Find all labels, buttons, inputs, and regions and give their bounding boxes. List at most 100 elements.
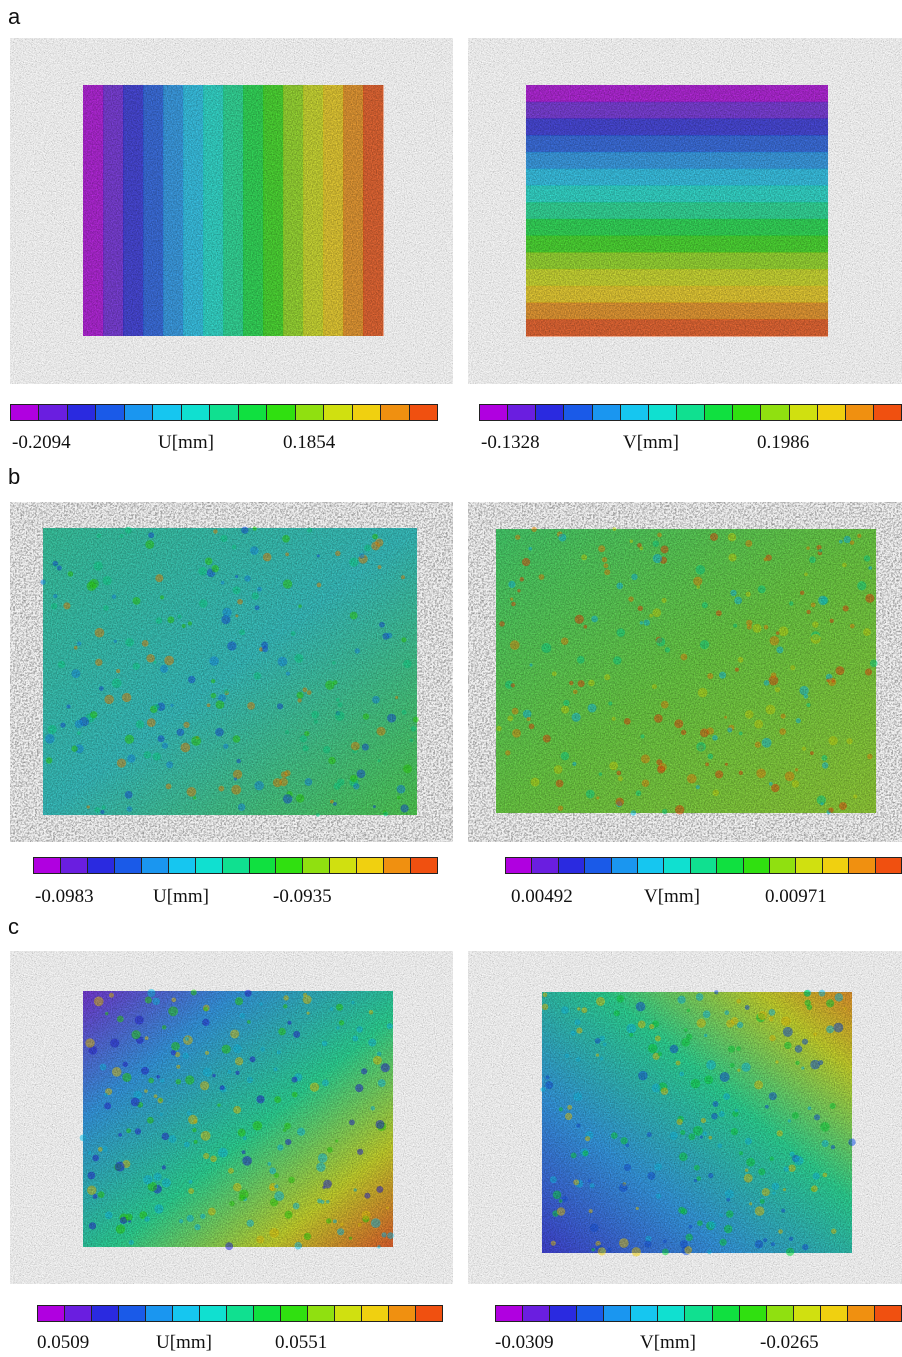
colorbar-cell	[39, 405, 67, 420]
colorbar-cell	[691, 858, 717, 873]
colorbar-cell	[357, 858, 384, 873]
colorbar-cell	[790, 405, 818, 420]
colorbar-cell	[146, 1306, 173, 1321]
colorbar-cell	[705, 405, 733, 420]
colorbar-cell	[658, 1306, 685, 1321]
colorbar-cell	[308, 1306, 335, 1321]
colorbar-cell	[577, 1306, 604, 1321]
colorbar-cell	[38, 1306, 65, 1321]
colorbar-c-v-max-label: -0.0265	[760, 1333, 819, 1352]
colorbar-cell	[664, 858, 690, 873]
field-texture	[526, 85, 828, 336]
colorbar-c-u-max-label: 0.0551	[275, 1333, 327, 1352]
colorbar-cell	[267, 405, 295, 420]
colorbar-cell	[770, 858, 796, 873]
section-label-c: c	[8, 916, 19, 938]
colorbar-cell	[631, 1306, 658, 1321]
colorbar-cell	[685, 1306, 712, 1321]
colorbar-cell	[411, 858, 437, 873]
colorbar-cell	[480, 405, 508, 420]
colorbar-cell	[381, 405, 409, 420]
colorbar-cell	[303, 858, 330, 873]
colorbar-a-v	[479, 404, 902, 421]
colorbar-cell	[593, 405, 621, 420]
field-texture	[83, 991, 393, 1247]
colorbar-c-v-min-label: -0.0309	[495, 1333, 554, 1352]
colorbar-cell	[621, 405, 649, 420]
panel-b-v-displacement-map	[468, 502, 902, 842]
colorbar-cell	[296, 405, 324, 420]
colorbar-cell	[638, 858, 664, 873]
colorbar-a-u	[10, 404, 438, 421]
colorbar-cell	[276, 858, 303, 873]
panel-b-v-svg	[468, 502, 902, 842]
colorbar-cell	[153, 405, 181, 420]
colorbar-cell	[239, 405, 267, 420]
colorbar-b-u-max-label: -0.0935	[273, 887, 332, 906]
colorbar-cell	[335, 1306, 362, 1321]
colorbar-cell	[496, 1306, 523, 1321]
colorbar-c-v-unit-label: V[mm]	[640, 1333, 696, 1352]
section-label-a: a	[8, 6, 20, 28]
colorbar-cell	[876, 858, 901, 873]
colorbar-cell	[92, 1306, 119, 1321]
colorbar-cell	[649, 405, 677, 420]
colorbar-cell	[330, 858, 357, 873]
panel-a-v-svg	[468, 38, 902, 384]
colorbar-cell	[65, 1306, 92, 1321]
colorbar-b-v-max-label: 0.00971	[765, 887, 827, 906]
colorbar-cell	[210, 405, 238, 420]
colorbar-cell	[874, 405, 901, 420]
colorbar-cell	[875, 1306, 901, 1321]
colorbar-cell	[281, 1306, 308, 1321]
panel-c-v-svg	[468, 951, 902, 1284]
colorbar-cell	[115, 858, 142, 873]
colorbar-cell	[389, 1306, 416, 1321]
colorbar-c-v	[495, 1305, 902, 1322]
panel-c-u-svg	[10, 951, 453, 1284]
colorbar-cell	[796, 858, 822, 873]
colorbar-cell	[818, 405, 846, 420]
colorbar-a-v-max-label: 0.1986	[757, 433, 809, 452]
colorbar-cell	[740, 1306, 767, 1321]
colorbar-b-u	[33, 857, 438, 874]
colorbar-cell	[508, 405, 536, 420]
colorbar-cell	[68, 405, 96, 420]
colorbar-cell	[564, 405, 592, 420]
colorbar-c-u-min-label: 0.0509	[37, 1333, 89, 1352]
colorbar-cell	[182, 405, 210, 420]
field-texture	[83, 85, 383, 336]
colorbar-cell	[532, 858, 558, 873]
colorbar-cell	[169, 858, 196, 873]
colorbar-a-v-min-label: -0.1328	[481, 433, 540, 452]
colorbar-a-u-unit-label: U[mm]	[158, 433, 214, 452]
colorbar-cell	[717, 858, 743, 873]
colorbar-b-v	[505, 857, 902, 874]
colorbar-cell	[34, 858, 61, 873]
colorbar-cell	[250, 858, 277, 873]
colorbar-cell	[761, 405, 789, 420]
panel-a-u-displacement-map	[10, 38, 453, 384]
colorbar-cell	[559, 858, 585, 873]
colorbar-cell	[173, 1306, 200, 1321]
colorbar-cell	[254, 1306, 281, 1321]
panel-a-v-displacement-map	[468, 38, 902, 384]
panel-a-u-svg	[10, 38, 453, 384]
colorbar-b-u-unit-label: U[mm]	[153, 887, 209, 906]
colorbar-cell	[227, 1306, 254, 1321]
colorbar-b-v-unit-label: V[mm]	[644, 887, 700, 906]
colorbar-cell	[416, 1306, 442, 1321]
colorbar-cell	[324, 405, 352, 420]
colorbar-cell	[585, 858, 611, 873]
colorbar-cell	[119, 1306, 146, 1321]
colorbar-cell	[384, 858, 411, 873]
colorbar-cell	[823, 858, 849, 873]
colorbar-a-v-unit-label: V[mm]	[623, 433, 679, 452]
section-label-b: b	[8, 466, 20, 488]
colorbar-cell	[196, 858, 223, 873]
colorbar-cell	[821, 1306, 848, 1321]
colorbar-b-v-min-label: 0.00492	[511, 887, 573, 906]
colorbar-cell	[604, 1306, 631, 1321]
colorbar-cell	[125, 405, 153, 420]
colorbar-cell	[96, 405, 124, 420]
